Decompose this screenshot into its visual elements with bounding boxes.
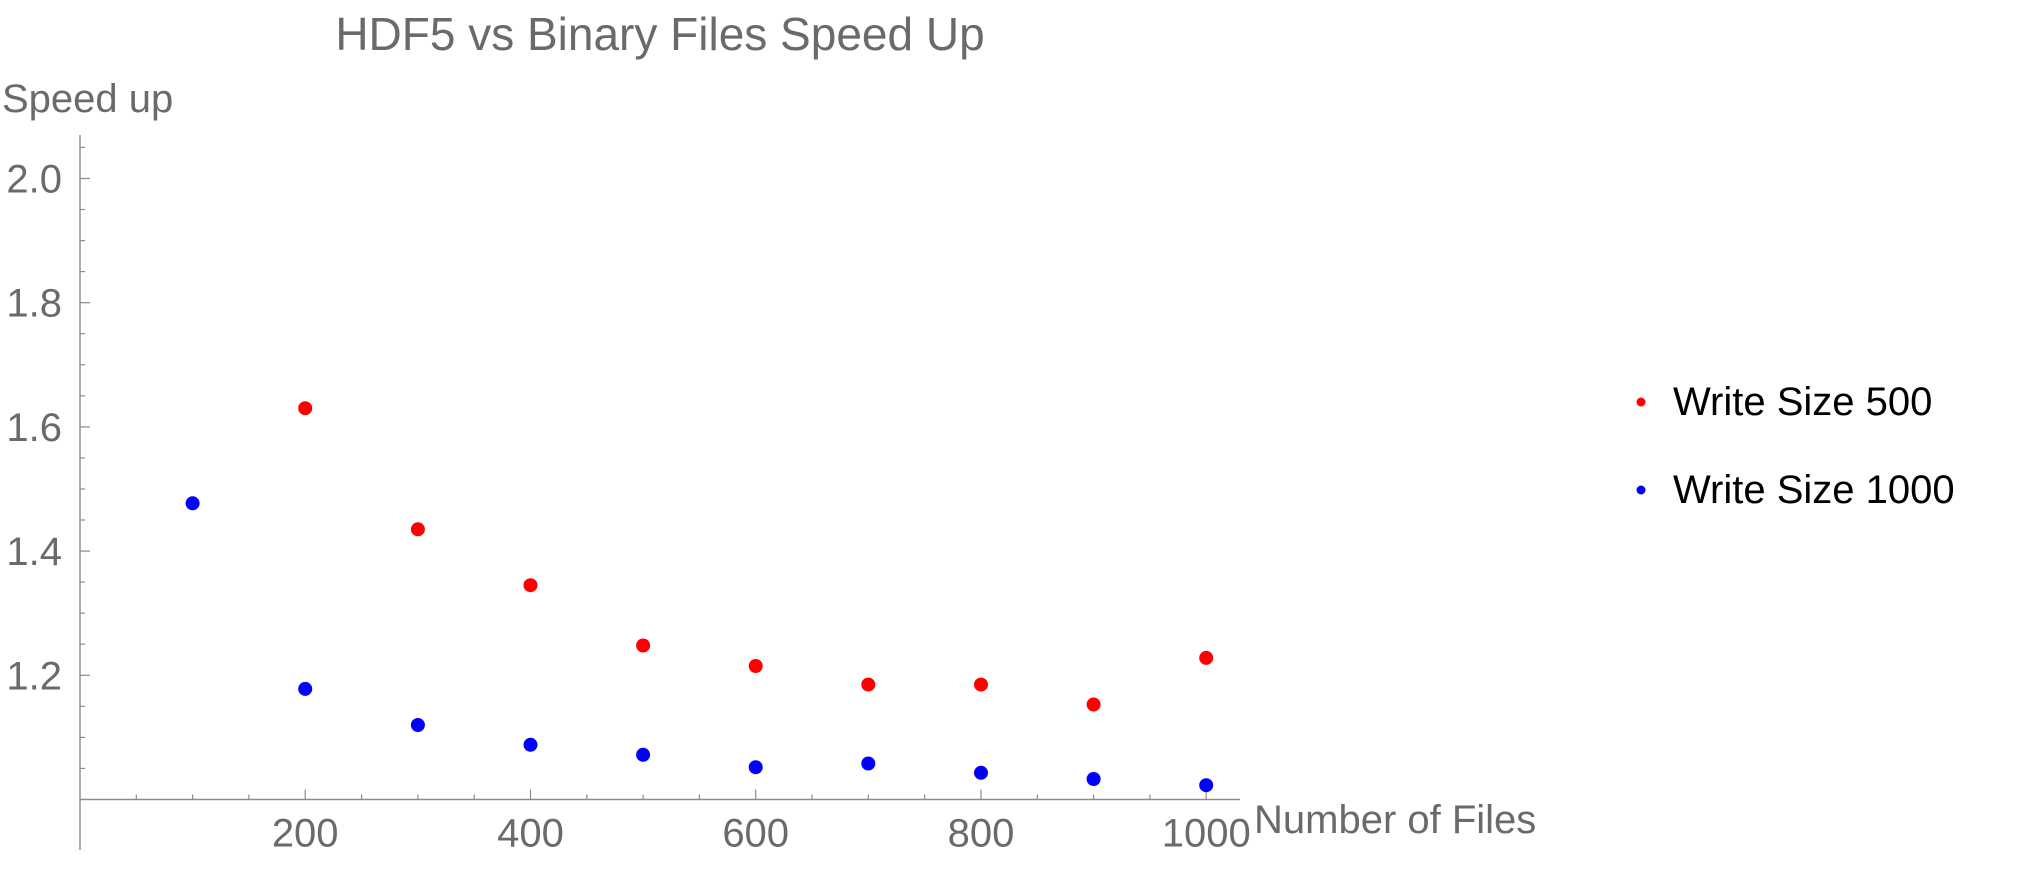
y-axis-label: Speed up [2, 77, 173, 121]
data-points [185, 401, 1214, 793]
y-tick-label: 1.8 [6, 282, 62, 326]
data-point-series-2 [1199, 778, 1214, 793]
data-point-series-1 [410, 522, 425, 537]
axes [79, 135, 1240, 850]
data-point-series-2 [523, 737, 538, 752]
legend-marker [1636, 485, 1646, 495]
data-point-series-1 [523, 578, 538, 593]
x-tick-label: 800 [948, 812, 1015, 856]
y-tick-label: 2.0 [6, 158, 62, 202]
minor-ticks [80, 146, 1151, 800]
x-tick-label: 400 [497, 812, 564, 856]
data-point-series-2 [1086, 772, 1101, 786]
data-point-series-1 [1086, 697, 1101, 712]
y-tick-label: 1.4 [6, 530, 62, 574]
data-point-series-1 [748, 659, 763, 673]
data-point-series-1 [974, 677, 988, 692]
y-ticks: 1.2 1.4 1.6 1.8 2.0 [6, 158, 90, 698]
legend: Write Size 500 Write Size 1000 [1636, 380, 1955, 512]
data-point-series-1 [861, 677, 876, 692]
y-tick-label: 1.6 [6, 406, 62, 450]
x-axis-label: Number of Files [1254, 798, 1536, 842]
data-point-series-2 [185, 496, 200, 511]
data-point-series-2 [861, 756, 876, 771]
data-point-series-2 [974, 765, 988, 780]
legend-label: Write Size 500 [1673, 380, 1932, 424]
x-ticks: 200 400 600 800 1000 [272, 789, 1251, 856]
legend-label: Write Size 1000 [1673, 468, 1955, 512]
data-point-series-1 [1199, 650, 1214, 665]
data-point-series-2 [748, 760, 763, 775]
data-point-series-2 [298, 681, 313, 696]
legend-marker [1636, 397, 1646, 407]
x-tick-label: 600 [722, 812, 789, 856]
data-point-series-2 [410, 718, 425, 732]
x-tick-label: 200 [272, 812, 339, 856]
chart-title: HDF5 vs Binary Files Speed Up [335, 8, 984, 60]
y-tick-label: 1.2 [6, 654, 62, 698]
x-tick-label: 1000 [1162, 812, 1251, 856]
data-point-series-1 [298, 401, 313, 416]
data-point-series-2 [636, 747, 651, 762]
data-point-series-1 [636, 638, 651, 653]
